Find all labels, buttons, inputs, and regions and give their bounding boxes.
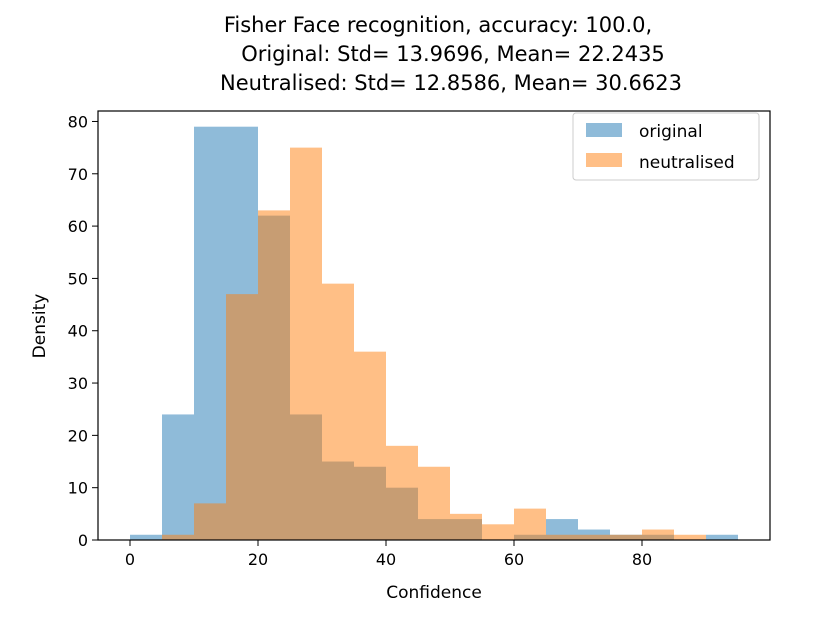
legend: original neutralised — [572, 112, 760, 181]
x-tick-label: 80 — [632, 550, 652, 569]
y-axis-label: Density — [30, 294, 50, 359]
title-line-1: Fisher Face recognition, accuracy: 100.0… — [224, 13, 652, 37]
plot-frame — [97, 110, 771, 541]
x-tick-label: 0 — [125, 550, 135, 569]
y-tick-label: 80 — [68, 112, 88, 131]
bar-original — [162, 414, 194, 540]
bar-neutralised — [514, 508, 546, 540]
bars-layer — [130, 126, 738, 540]
y-tick-label: 70 — [68, 165, 88, 184]
x-axis-ticks: 0 20 40 60 80 — [125, 540, 652, 569]
bar-original — [130, 534, 162, 540]
x-axis-label: Confidence — [386, 583, 482, 603]
bar-neutralised — [578, 534, 610, 540]
y-tick-label: 40 — [68, 322, 88, 341]
bar-neutralised — [354, 351, 386, 540]
bar-neutralised — [674, 534, 706, 540]
chart-title: Fisher Face recognition, accuracy: 100.0… — [220, 13, 682, 95]
y-tick-label: 50 — [68, 269, 88, 288]
y-tick-label: 60 — [68, 217, 88, 236]
y-tick-label: 10 — [68, 479, 88, 498]
x-tick-label: 60 — [504, 550, 524, 569]
bar-neutralised — [482, 524, 514, 540]
title-line-3: Neutralised: Std= 12.8586, Mean= 30.6623 — [220, 71, 682, 95]
bar-neutralised — [162, 534, 194, 540]
bar-neutralised — [386, 445, 418, 540]
bar-neutralised — [642, 529, 674, 540]
legend-swatch-neutralised — [586, 153, 622, 167]
bar-original — [194, 126, 226, 540]
bar-neutralised — [194, 503, 226, 540]
legend-label-original: original — [639, 122, 703, 142]
legend-label-neutralised: neutralised — [639, 153, 735, 173]
bar-neutralised — [450, 513, 482, 540]
bar-neutralised — [290, 147, 322, 540]
y-tick-label: 30 — [68, 374, 88, 393]
bar-original — [706, 534, 738, 540]
y-tick-label: 0 — [78, 531, 88, 550]
x-tick-label: 20 — [248, 550, 268, 569]
legend-swatch-original — [586, 123, 622, 137]
y-axis-ticks: 0 10 20 30 40 50 60 70 80 — [68, 112, 98, 550]
series-neutralised — [162, 147, 706, 540]
y-tick-label: 20 — [68, 426, 88, 445]
bar-neutralised — [226, 294, 258, 540]
x-tick-label: 40 — [376, 550, 396, 569]
title-line-2: Original: Std= 13.9696, Mean= 22.2435 — [241, 42, 665, 66]
bar-neutralised — [322, 283, 354, 540]
bar-neutralised — [546, 534, 578, 540]
bar-neutralised — [418, 466, 450, 540]
bar-neutralised — [610, 534, 642, 540]
bar-neutralised — [258, 210, 290, 540]
